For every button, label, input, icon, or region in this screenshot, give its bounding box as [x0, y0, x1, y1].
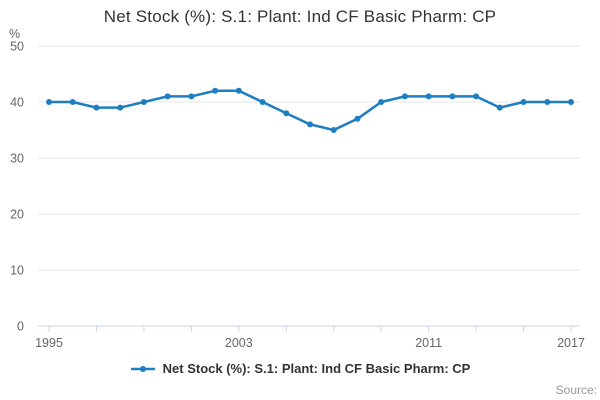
source-label: Source:: [555, 383, 597, 397]
data-point-marker[interactable]: [46, 99, 52, 105]
data-point-marker[interactable]: [117, 104, 124, 111]
data-point-marker[interactable]: [259, 99, 266, 105]
y-axis-unit-label: %: [9, 27, 20, 41]
data-point-marker[interactable]: [378, 99, 385, 105]
data-point-marker[interactable]: [283, 110, 290, 117]
y-tick-label: 50: [10, 40, 24, 54]
data-point-marker[interactable]: [354, 115, 361, 122]
y-tick-label: 10: [10, 264, 24, 278]
data-point-marker[interactable]: [425, 93, 432, 100]
y-tick-label: 0: [17, 320, 24, 334]
data-point-marker[interactable]: [544, 99, 551, 105]
y-tick-label: 20: [10, 208, 24, 222]
data-point-marker[interactable]: [212, 87, 219, 94]
data-point-marker[interactable]: [449, 93, 456, 100]
data-point-marker[interactable]: [496, 104, 503, 111]
data-point-marker[interactable]: [520, 99, 527, 105]
chart-title: Net Stock (%): S.1: Plant: Ind CF Basic …: [103, 7, 497, 26]
x-tick-label: 1995: [35, 336, 63, 350]
data-point-marker[interactable]: [69, 99, 76, 105]
x-tick-label: 2003: [225, 336, 253, 350]
y-tick-label: 40: [10, 96, 24, 110]
data-point-marker[interactable]: [330, 127, 337, 133]
data-point-marker[interactable]: [235, 87, 242, 94]
legend-item[interactable]: Net Stock (%): S.1: Plant: Ind CF Basic …: [0, 361, 600, 376]
y-tick-label: 30: [10, 152, 24, 166]
line-chart: 0 10 20 30 40 50% 1995 2003 2011 2017: [9, 27, 585, 350]
data-point-marker[interactable]: [568, 99, 574, 105]
x-tick-label: 2011: [415, 336, 442, 350]
data-point-marker[interactable]: [473, 93, 480, 100]
data-point-marker[interactable]: [188, 93, 195, 100]
legend-label: Net Stock (%): S.1: Plant: Ind CF Basic …: [162, 361, 471, 376]
data-point-marker[interactable]: [307, 121, 313, 128]
data-point-marker[interactable]: [93, 104, 100, 111]
data-point-marker[interactable]: [164, 93, 171, 100]
data-point-marker[interactable]: [401, 93, 408, 100]
legend-line-icon: [130, 365, 155, 372]
x-tick-label: 2017: [557, 336, 585, 350]
data-point-marker[interactable]: [140, 99, 147, 105]
